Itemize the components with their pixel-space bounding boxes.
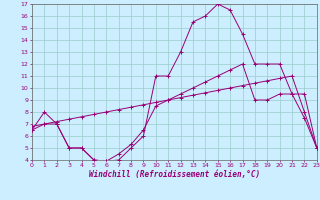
X-axis label: Windchill (Refroidissement éolien,°C): Windchill (Refroidissement éolien,°C) (89, 170, 260, 179)
